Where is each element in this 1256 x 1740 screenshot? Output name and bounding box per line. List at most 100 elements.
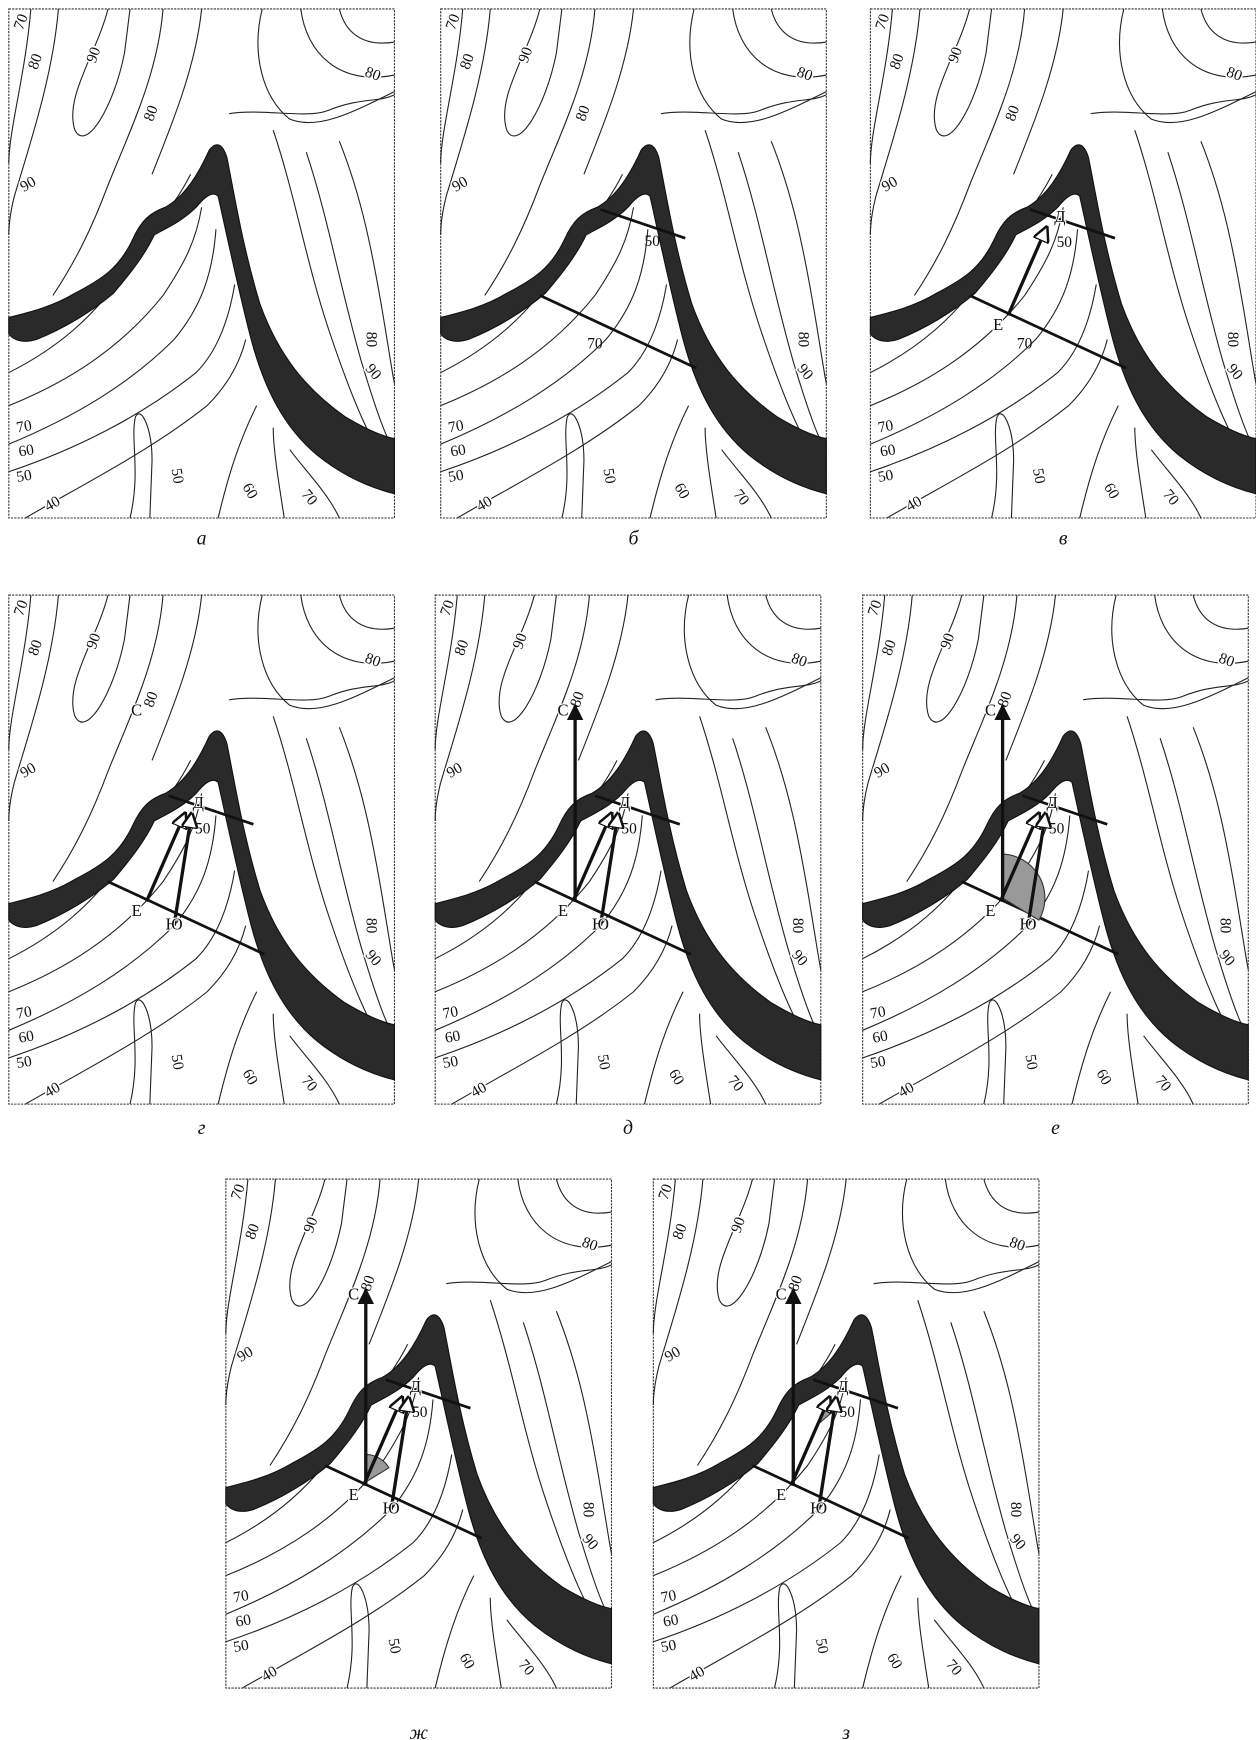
- contour-label: 90: [579, 1531, 602, 1554]
- point-label: Д: [1054, 207, 1065, 226]
- contour-label: 80: [572, 103, 593, 124]
- contour-label: 70: [447, 417, 465, 436]
- contour-label: 90: [788, 947, 811, 970]
- contour-label: 70: [724, 1072, 747, 1095]
- contour-label: 80: [1224, 332, 1241, 348]
- point-label: С: [557, 701, 568, 720]
- contour-label: 50: [15, 1053, 33, 1072]
- contour-label: 80: [795, 332, 812, 348]
- contour-label: 80: [457, 51, 478, 72]
- map-base: [435, 595, 821, 1104]
- contour-label: 90: [794, 361, 817, 384]
- profile-label: 50: [1049, 820, 1065, 837]
- contour-label: 80: [789, 918, 806, 934]
- contour-label: 50: [447, 467, 465, 486]
- map-panel: 70809080809080907060504050607050ДЕСЮ: [653, 1179, 1039, 1688]
- contour-label: 70: [1159, 486, 1182, 509]
- contour-label: 40: [903, 493, 925, 516]
- contour-label: 40: [41, 493, 63, 516]
- contour-label: 60: [671, 480, 694, 502]
- contour-label: 90: [83, 631, 104, 652]
- contour-label: 80: [994, 689, 1015, 710]
- contour-label: 90: [515, 44, 536, 65]
- map-base: [226, 1179, 612, 1688]
- contour-label: 70: [232, 1587, 250, 1606]
- contour-label: 80: [25, 51, 46, 72]
- contour-label: 50: [441, 1053, 459, 1072]
- point-label: С: [985, 701, 996, 720]
- contour-label: 40: [895, 1079, 917, 1102]
- contour-label: 80: [567, 689, 588, 710]
- contour-label: 60: [1092, 1066, 1115, 1088]
- contour-label: 60: [662, 1611, 680, 1630]
- contour-label: 70: [441, 1003, 459, 1022]
- contour-label: 40: [473, 493, 495, 516]
- contour-label: 70: [15, 1003, 33, 1022]
- profile-label: 50: [1057, 234, 1073, 251]
- contour-label: 60: [871, 1027, 889, 1046]
- contour-label: 50: [594, 1053, 613, 1071]
- point-label: С: [348, 1285, 359, 1304]
- contour-label: 70: [942, 1656, 965, 1679]
- panel-caption: е: [1051, 1117, 1060, 1139]
- contour-label: 60: [239, 1066, 262, 1088]
- contour-label: 80: [1217, 918, 1234, 934]
- point-label: Е: [776, 1485, 786, 1504]
- point-label: Ю: [1019, 914, 1036, 933]
- map-base: [9, 9, 395, 518]
- contour-label: 60: [665, 1066, 688, 1088]
- panel-caption: з: [841, 1722, 850, 1740]
- profile-label: 50: [840, 1404, 856, 1421]
- point-label: С: [776, 1285, 787, 1304]
- contour-label: 80: [1224, 64, 1245, 85]
- contour-label: 80: [785, 1273, 806, 1294]
- contour-label: 90: [945, 44, 966, 65]
- contour-label: 70: [15, 417, 33, 436]
- contour-label: 50: [812, 1637, 831, 1655]
- contour-label: 90: [362, 947, 385, 970]
- panel-caption: б: [629, 528, 640, 550]
- contour-label: 70: [298, 1072, 321, 1095]
- contour-label: 50: [385, 1637, 404, 1655]
- profile-label: 70: [1017, 336, 1033, 353]
- contour-label: 50: [877, 467, 895, 486]
- map-base: [653, 1179, 1039, 1688]
- point-label: Е: [132, 901, 142, 920]
- point-label: Д: [619, 793, 630, 812]
- profile-line: [600, 209, 685, 238]
- contour-label: 60: [444, 1027, 462, 1046]
- contour-label: 80: [363, 650, 384, 671]
- contour-label: 80: [141, 689, 162, 710]
- contour-label: 70: [877, 417, 895, 436]
- contour-label: 60: [17, 1027, 35, 1046]
- contour-label: 60: [239, 480, 262, 502]
- panel-caption: ж: [409, 1722, 428, 1740]
- contour-label: 80: [1007, 1502, 1024, 1518]
- contour-label: 80: [794, 64, 815, 85]
- profile-label: 50: [645, 233, 661, 250]
- contour-label: 80: [1002, 103, 1023, 124]
- contour-label: 70: [660, 1587, 678, 1606]
- direction-arrow: [1008, 227, 1047, 315]
- profile-line: [540, 295, 696, 368]
- contour-label: 70: [730, 486, 753, 509]
- point-label: Ю: [592, 914, 609, 933]
- figure: 708090808090809070605040506070а708090808…: [0, 0, 1256, 1740]
- contour-label: 80: [242, 1221, 263, 1242]
- contour-label: 70: [1152, 1072, 1175, 1095]
- contour-label: 60: [17, 441, 35, 460]
- profile-label: 50: [621, 820, 637, 837]
- contour-label: 70: [515, 1656, 538, 1679]
- map-base: [9, 595, 395, 1104]
- profile-label: 70: [587, 336, 603, 353]
- contour-label: 80: [886, 51, 907, 72]
- contour-label: 90: [362, 361, 385, 384]
- point-label: Д: [410, 1377, 421, 1396]
- contour-label: 80: [141, 103, 162, 124]
- point-label: Е: [993, 315, 1003, 334]
